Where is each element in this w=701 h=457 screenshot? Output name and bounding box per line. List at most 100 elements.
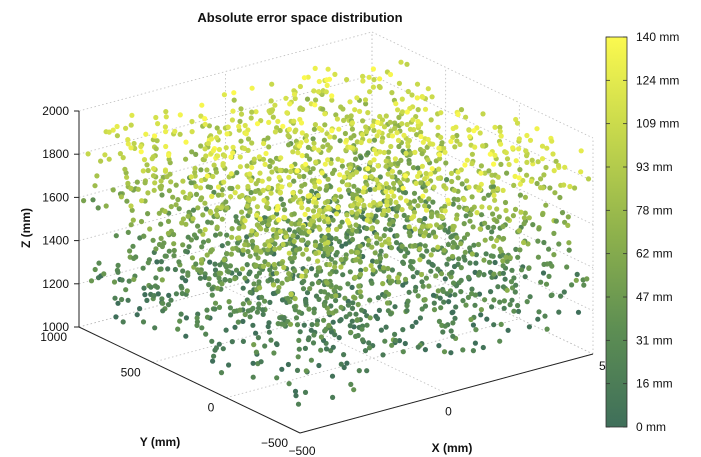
scatter-point bbox=[367, 187, 373, 193]
scatter-point bbox=[262, 161, 268, 167]
scatter-point bbox=[468, 316, 474, 323]
scatter-point bbox=[419, 94, 425, 100]
scatter-point bbox=[343, 137, 350, 143]
scatter-point bbox=[307, 156, 313, 162]
scatter-point bbox=[392, 331, 398, 337]
scatter-point bbox=[192, 169, 198, 175]
scatter-point bbox=[186, 244, 192, 250]
scatter-point bbox=[448, 350, 454, 356]
scatter-point bbox=[315, 279, 322, 286]
scatter-point bbox=[394, 233, 400, 239]
scatter-point bbox=[370, 123, 376, 129]
scatter-point bbox=[329, 93, 335, 99]
scatter-point bbox=[404, 61, 410, 67]
scatter-point bbox=[498, 133, 504, 139]
scatter-point bbox=[472, 144, 478, 150]
scatter-point bbox=[538, 279, 544, 285]
scatter-point bbox=[208, 136, 215, 142]
scatter-point bbox=[374, 133, 380, 139]
scatter-point bbox=[384, 199, 390, 205]
scatter-point bbox=[366, 74, 372, 80]
scatter-point bbox=[276, 174, 282, 180]
scatter-point bbox=[210, 148, 216, 154]
scatter-point bbox=[219, 216, 225, 222]
scatter-point bbox=[259, 294, 265, 300]
scatter-point bbox=[544, 145, 550, 151]
scatter-point bbox=[238, 106, 244, 112]
scatter-point bbox=[139, 198, 145, 204]
scatter-point bbox=[376, 129, 382, 135]
scatter-point bbox=[383, 158, 389, 164]
scatter-point bbox=[478, 170, 484, 176]
scatter-point bbox=[520, 177, 526, 184]
scatter-point bbox=[226, 269, 232, 275]
scatter-point bbox=[375, 163, 381, 169]
scatter-point bbox=[435, 175, 441, 181]
scatter-point bbox=[303, 268, 309, 274]
scatter-point bbox=[351, 183, 357, 189]
scatter-point bbox=[391, 193, 397, 199]
scatter-point bbox=[312, 122, 318, 128]
scatter-point bbox=[522, 194, 529, 200]
scatter-point bbox=[260, 311, 266, 317]
scatter-point bbox=[458, 265, 464, 271]
scatter-point bbox=[292, 221, 298, 227]
scatter-point bbox=[407, 233, 413, 239]
scatter-point bbox=[186, 195, 192, 201]
scatter-point bbox=[500, 223, 506, 230]
scatter-point bbox=[374, 315, 381, 322]
scatter-point bbox=[282, 230, 288, 236]
scatter-point bbox=[222, 153, 228, 159]
scatter-point bbox=[316, 362, 322, 369]
scatter-point bbox=[428, 171, 434, 177]
scatter-point bbox=[338, 317, 344, 323]
scatter-point bbox=[239, 209, 245, 215]
scatter-point bbox=[367, 160, 373, 166]
scatter-point bbox=[435, 266, 441, 272]
scatter-point bbox=[113, 314, 119, 320]
scatter-point bbox=[238, 138, 244, 144]
scatter-point bbox=[524, 132, 530, 139]
scatter-point bbox=[353, 257, 359, 263]
scatter-point bbox=[388, 128, 394, 134]
z-tick-label: 1000 bbox=[42, 320, 69, 334]
scatter-point bbox=[167, 171, 173, 177]
scatter-point bbox=[441, 183, 447, 189]
scatter-point bbox=[349, 318, 355, 324]
scatter-point bbox=[512, 173, 518, 179]
scatter-point bbox=[500, 187, 506, 193]
scatter-point bbox=[356, 188, 362, 194]
scatter-point bbox=[419, 151, 425, 157]
z-tick-label: 1400 bbox=[42, 234, 69, 248]
grid-line bbox=[371, 31, 594, 139]
scatter-point bbox=[513, 282, 519, 288]
scatter-point bbox=[220, 162, 226, 169]
scatter-point bbox=[433, 273, 439, 279]
scatter-point bbox=[458, 277, 464, 283]
scatter-point bbox=[166, 156, 172, 162]
scatter-point bbox=[540, 270, 547, 276]
scatter-point bbox=[448, 270, 455, 276]
scatter-point bbox=[337, 223, 343, 230]
scatter-point bbox=[158, 221, 164, 227]
scatter-point bbox=[516, 175, 522, 181]
scatter-point bbox=[364, 368, 370, 374]
scatter-point bbox=[171, 241, 177, 247]
scatter-point bbox=[296, 221, 302, 227]
scatter-point bbox=[260, 263, 267, 269]
scatter-point bbox=[578, 169, 584, 175]
scatter-point bbox=[578, 148, 584, 154]
scatter-point bbox=[448, 288, 454, 294]
scatter-point bbox=[383, 113, 389, 119]
colorbar-tick-label: 124 mm bbox=[636, 73, 679, 87]
z-axis-label: Z (mm) bbox=[19, 208, 33, 248]
scatter-point bbox=[320, 106, 326, 112]
scatter-point bbox=[496, 214, 502, 220]
scatter-point bbox=[494, 237, 500, 244]
scatter-point bbox=[396, 143, 402, 150]
scatter-point bbox=[518, 209, 524, 215]
scatter-point bbox=[538, 185, 544, 191]
scatter-point bbox=[517, 192, 524, 198]
scatter-point bbox=[119, 296, 125, 303]
scatter-point bbox=[283, 95, 289, 101]
